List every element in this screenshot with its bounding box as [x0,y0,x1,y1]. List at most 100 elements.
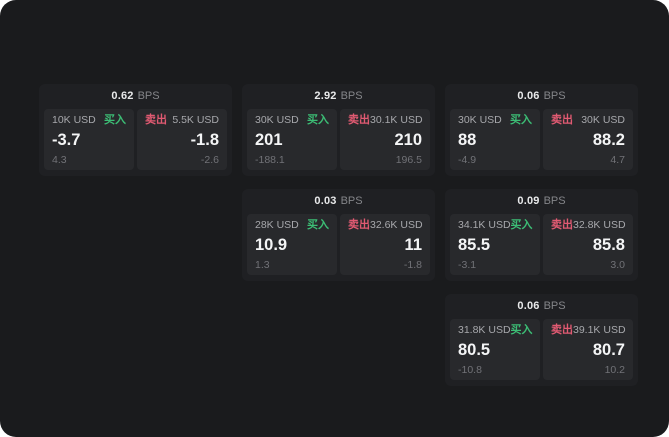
spread-unit: BPS [340,90,363,102]
sell-price: -1.8 [190,131,219,149]
sell-size: 30K USD [581,114,625,127]
quote-panels: 30K USD 买入 201 -188.1 卖出 30.1K USD 210 1… [247,109,430,170]
quote-panels: 31.8K USD 买入 80.5 -10.8 卖出 39.1K USD 80.… [450,319,633,380]
buy-panel[interactable]: 34.1K USD 买入 85.5 -3.1 [450,214,540,275]
spread-value: 2.92 [314,90,337,102]
buy-top-row: 30K USD 买入 [458,115,532,126]
quote-card: 0.06 BPS 31.8K USD 买入 80.5 -10.8 卖出 39.1… [445,294,638,386]
spread-unit: BPS [137,90,160,102]
buy-panel[interactable]: 30K USD 买入 88 -4.9 [450,109,540,170]
quote-card: 0.03 BPS 28K USD 买入 10.9 1.3 卖出 32.6K US… [242,189,435,281]
buy-delta: -4.9 [458,153,477,166]
buy-top-row: 30K USD 买入 [255,115,329,126]
spread-value: 0.62 [111,90,134,102]
spread-value: 0.06 [517,300,540,312]
buy-panel[interactable]: 30K USD 买入 201 -188.1 [247,109,337,170]
sell-side-label: 卖出 [551,114,573,126]
buy-side-label: 买入 [307,114,329,126]
quote-card: 2.92 BPS 30K USD 买入 201 -188.1 卖出 30.1K … [242,84,435,176]
buy-top-row: 10K USD 买入 [52,115,126,126]
sell-delta: -1.8 [403,258,422,271]
sell-panel[interactable]: 卖出 32.6K USD 11 -1.8 [340,214,430,275]
spread-value: 0.09 [517,195,540,207]
sell-panel[interactable]: 卖出 30K USD 88.2 4.7 [543,109,633,170]
sell-delta: 196.5 [395,153,422,166]
sell-top-row: 卖出 30K USD [551,115,625,126]
spread-header: 0.03 BPS [242,189,435,213]
sell-delta: 10.2 [604,363,625,376]
buy-top-row: 28K USD 买入 [255,220,329,231]
buy-size: 10K USD [52,114,96,127]
quote-panels: 28K USD 买入 10.9 1.3 卖出 32.6K USD 11 -1.8 [247,214,430,275]
sell-side-label: 卖出 [145,114,167,126]
buy-price: 201 [255,131,283,149]
spread-header: 0.06 BPS [445,294,638,318]
spread-value: 0.06 [517,90,540,102]
buy-price: -3.7 [52,131,81,149]
buy-size: 28K USD [255,219,299,232]
buy-delta: -188.1 [255,153,285,166]
sell-price: 88.2 [592,131,625,149]
sell-side-label: 卖出 [348,114,370,126]
sell-size: 39.1K USD [573,324,626,337]
spread-header: 2.92 BPS [242,84,435,108]
spread-unit: BPS [543,195,566,207]
sell-panel[interactable]: 卖出 39.1K USD 80.7 10.2 [543,319,633,380]
buy-price: 10.9 [255,236,288,254]
sell-top-row: 卖出 39.1K USD [551,324,626,337]
sell-side-label: 卖出 [348,219,370,231]
buy-delta: 4.3 [52,153,67,166]
sell-top-row: 卖出 32.8K USD [551,219,626,232]
sell-size: 5.5K USD [172,114,219,127]
buy-delta: 1.3 [255,258,270,271]
buy-size: 31.8K USD [458,324,511,337]
buy-side-label: 买入 [307,219,329,231]
quote-card: 0.62 BPS 10K USD 买入 -3.7 4.3 卖出 5.5K USD… [39,84,232,176]
sell-top-row: 卖出 5.5K USD [145,115,219,126]
sell-panel[interactable]: 卖出 30.1K USD 210 196.5 [340,109,430,170]
quote-panels: 34.1K USD 买入 85.5 -3.1 卖出 32.8K USD 85.8… [450,214,633,275]
sell-price: 85.8 [592,236,625,254]
sell-top-row: 卖出 30.1K USD [348,114,423,127]
buy-price: 80.5 [458,341,491,359]
quote-card: 0.09 BPS 34.1K USD 买入 85.5 -3.1 卖出 32.8K… [445,189,638,281]
buy-panel[interactable]: 28K USD 买入 10.9 1.3 [247,214,337,275]
buy-side-label: 买入 [510,114,532,126]
buy-side-label: 买入 [510,219,533,231]
buy-side-label: 买入 [510,324,533,336]
buy-top-row: 34.1K USD 买入 [458,219,533,232]
sell-delta: 3.0 [610,258,625,271]
sell-size: 32.6K USD [370,219,423,232]
buy-price: 88 [458,131,477,149]
buy-size: 30K USD [255,114,299,127]
quote-panels: 30K USD 买入 88 -4.9 卖出 30K USD 88.2 4.7 [450,109,633,170]
spread-unit: BPS [543,300,566,312]
quote-card: 0.06 BPS 30K USD 买入 88 -4.9 卖出 30K USD 8… [445,84,638,176]
sell-side-label: 卖出 [551,219,573,231]
buy-panel[interactable]: 31.8K USD 买入 80.5 -10.8 [450,319,540,380]
quote-panels: 10K USD 买入 -3.7 4.3 卖出 5.5K USD -1.8 -2.… [44,109,227,170]
buy-panel[interactable]: 10K USD 买入 -3.7 4.3 [44,109,134,170]
buy-size: 34.1K USD [458,219,511,232]
sell-delta: 4.7 [610,153,625,166]
buy-delta: -3.1 [458,258,477,271]
spread-value: 0.03 [314,195,337,207]
buy-side-label: 买入 [104,114,126,126]
spread-unit: BPS [543,90,566,102]
spread-header: 0.06 BPS [445,84,638,108]
sell-top-row: 卖出 32.6K USD [348,219,423,232]
spread-header: 0.62 BPS [39,84,232,108]
sell-price: 80.7 [592,341,625,359]
spread-header: 0.09 BPS [445,189,638,213]
sell-price: 11 [404,236,422,254]
buy-delta: -10.8 [458,363,482,376]
buy-top-row: 31.8K USD 买入 [458,324,533,337]
sell-size: 32.8K USD [573,219,626,232]
sell-panel[interactable]: 卖出 32.8K USD 85.8 3.0 [543,214,633,275]
sell-size: 30.1K USD [370,114,423,127]
spread-unit: BPS [340,195,363,207]
sell-side-label: 卖出 [551,324,573,336]
buy-price: 85.5 [458,236,491,254]
sell-panel[interactable]: 卖出 5.5K USD -1.8 -2.6 [137,109,227,170]
